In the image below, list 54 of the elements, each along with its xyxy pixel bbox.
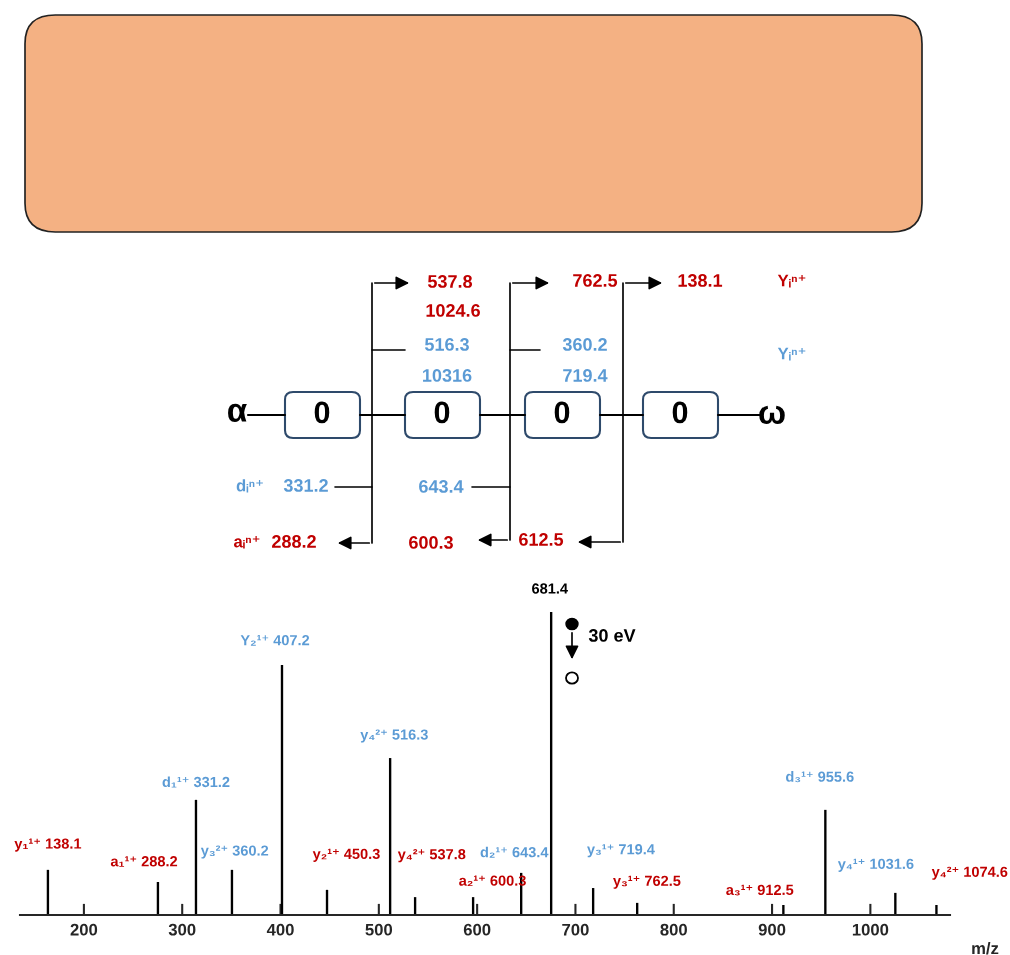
x-tick-label: 400 <box>266 923 294 936</box>
text: 0 <box>434 401 450 424</box>
x-tick-label: 200 <box>70 923 98 936</box>
x-axis-title: m/z <box>972 942 999 955</box>
annotation: y₃²⁺ 360.2 <box>200 845 269 859</box>
text: 643.4 <box>419 480 464 493</box>
x-tick-label: 900 <box>758 923 786 936</box>
x-tick-label: 300 <box>168 923 196 936</box>
text: 360.2 <box>562 338 607 351</box>
text: aᵢⁿ⁺ <box>233 536 260 549</box>
x-tick-label: 800 <box>660 923 687 936</box>
text: 719.4 <box>563 369 608 382</box>
bar <box>824 809 827 915</box>
annotation: y₂¹⁺ 450.3 <box>312 848 380 862</box>
text: 537.8 <box>427 275 473 288</box>
annotation: y₄¹⁺ 1031.6 <box>837 858 914 872</box>
x-tick-label: 600 <box>463 923 491 936</box>
text: 138.1 <box>678 274 723 287</box>
annotation: y₁¹⁺ 138.1 <box>14 838 82 852</box>
text: Yᵢⁿ⁺ <box>777 274 806 288</box>
bar <box>894 892 897 915</box>
text: 1024.6 <box>426 304 480 317</box>
annotation: 30 eV <box>588 629 636 642</box>
bar <box>935 905 938 915</box>
text: 0 <box>672 401 688 424</box>
annotation: a₁¹⁺ 288.2 <box>110 856 178 867</box>
text: 612.5 <box>519 533 564 546</box>
annotation: a₃¹⁺ 912.5 <box>726 884 794 896</box>
annotation: y₄²⁺ 537.8 <box>397 849 466 863</box>
x-tick-label: 1000 <box>852 923 889 936</box>
text: 0 <box>554 401 570 424</box>
annotation: d₃¹⁺ 955.6 <box>786 771 854 783</box>
annotation: Y₂¹⁺ 407.2 <box>240 635 310 646</box>
text: 600.3 <box>409 536 453 549</box>
x-tick-label: 700 <box>562 923 589 936</box>
text: 288.2 <box>272 535 316 548</box>
text: α <box>228 403 247 422</box>
annotation: d₁¹⁺ 331.2 <box>162 776 230 788</box>
text: 0 <box>314 401 330 424</box>
text: 516.3 <box>424 338 469 351</box>
text: ω <box>759 405 785 424</box>
text: Yᵢⁿ⁺ <box>777 347 806 361</box>
text: dᵢⁿ⁺ <box>236 479 263 493</box>
x-tick-label: 500 <box>365 923 393 936</box>
text: 331.2 <box>283 479 328 492</box>
text: 10316 <box>423 369 472 382</box>
bar <box>782 905 785 915</box>
annotation: y₃¹⁺ 762.5 <box>613 875 681 889</box>
annotation: d₂¹⁺ 643.4 <box>480 846 549 858</box>
annotation: y₄²⁺ 516.3 <box>360 729 428 743</box>
annotation: y₃¹⁺ 719.4 <box>587 844 655 858</box>
annotation: 681.4 <box>532 583 568 594</box>
text: 762.5 <box>573 274 618 287</box>
annotation: y₄²⁺ 1074.6 <box>931 866 1008 880</box>
